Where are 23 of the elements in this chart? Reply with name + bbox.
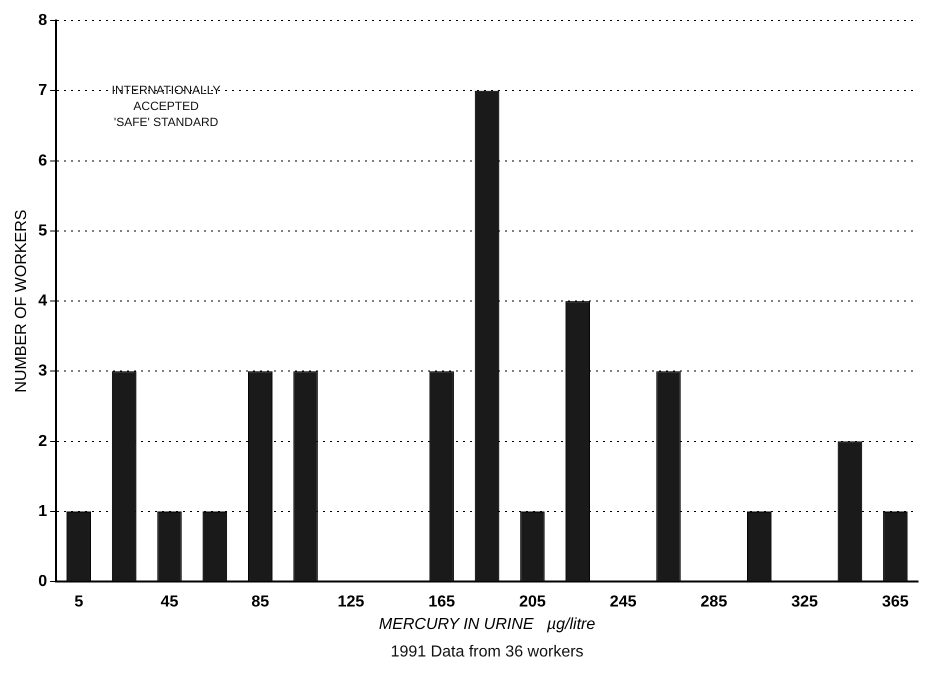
y-tick-label: 5	[38, 222, 48, 240]
x-tick-label: 125	[338, 594, 364, 611]
y-tick-label: 6	[38, 152, 48, 170]
annotation: INTERNATIONALLY ACCEPTED 'SAFE' STANDARD	[112, 83, 221, 130]
y-tick-label: 0	[38, 573, 48, 590]
y-tick-label: 1	[38, 502, 48, 520]
y-tick-label: 8	[38, 12, 48, 30]
x-tick-label: 325	[791, 594, 818, 611]
x-tick-label: 165	[428, 594, 456, 611]
x-tick-label: 245	[610, 594, 637, 611]
x-tick-label: 85	[251, 594, 270, 611]
y-tick-label: 4	[38, 292, 48, 310]
y-axis-title: NUMBER OF WORKERS	[13, 210, 30, 393]
y-tick-label: 7	[38, 82, 48, 100]
x-tick-label: 285	[700, 594, 728, 611]
y-tick-label: 3	[38, 362, 48, 380]
x-axis-title: MERCURY IN URINE µg/litre	[378, 616, 596, 633]
x-tick-label: 45	[160, 594, 179, 611]
x-tick-label: 5	[74, 594, 84, 611]
text: 1991 Data from 36 workers	[390, 643, 584, 660]
y-tick-label: 2	[38, 432, 48, 450]
x-tick-label: 365	[882, 594, 909, 611]
x-tick-label: 205	[519, 594, 546, 611]
